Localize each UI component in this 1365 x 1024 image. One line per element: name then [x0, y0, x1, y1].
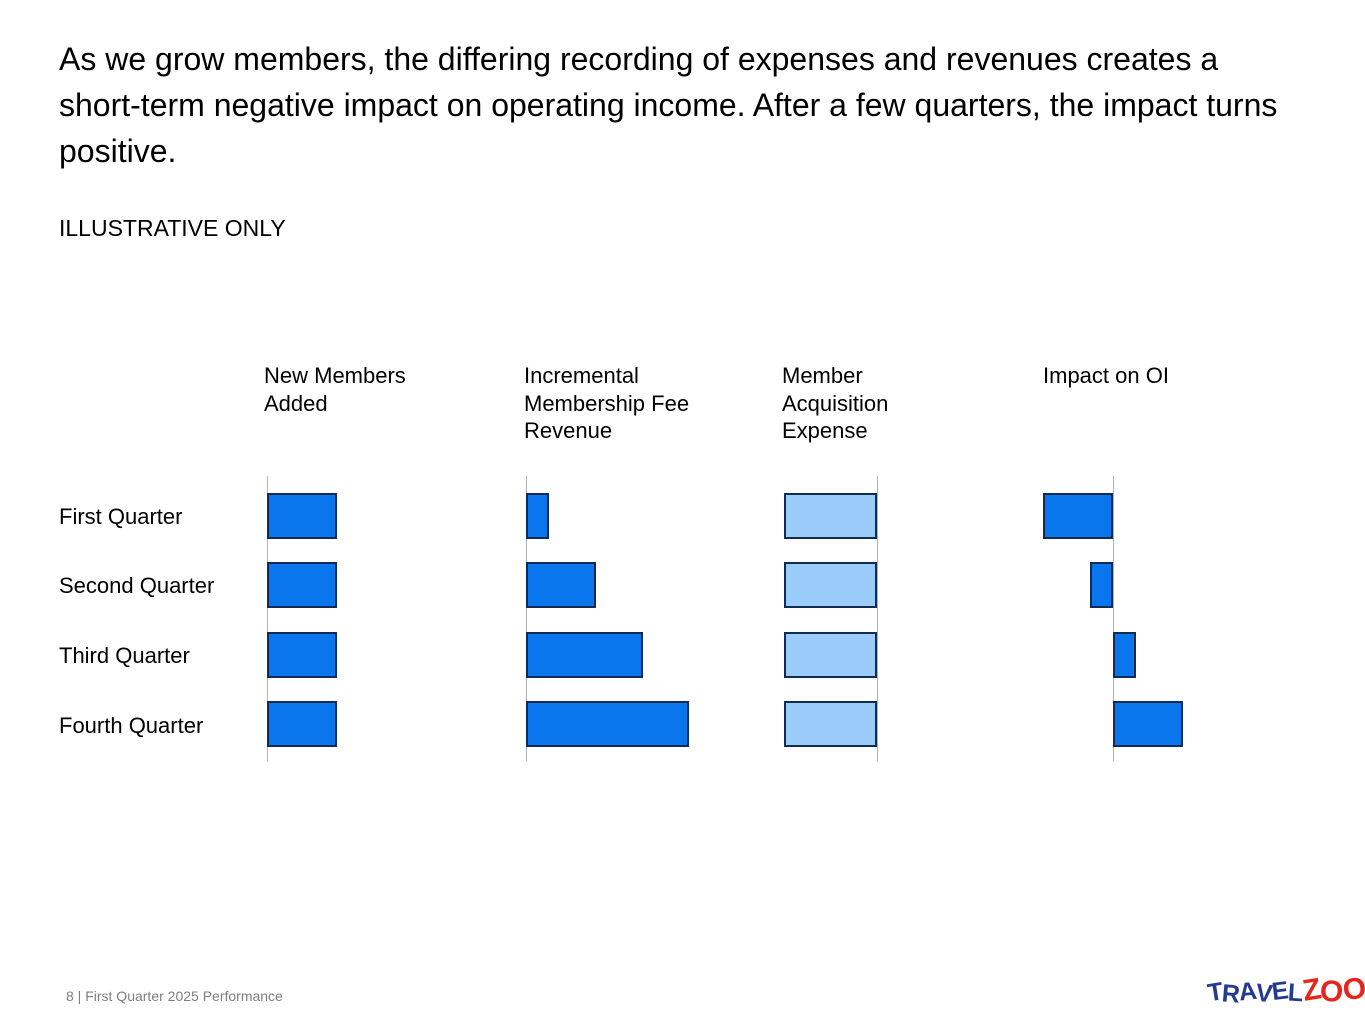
- bar: [1113, 631, 1137, 678]
- row-label-first-quarter: First Quarter: [59, 504, 183, 529]
- logo-zoo-text: ZOO: [1300, 971, 1365, 1010]
- bar: [1043, 493, 1113, 539]
- column-header-incremental-membership-fee-revenue: Incremental Membership Fee Revenue: [524, 363, 690, 443]
- bar: [267, 700, 337, 747]
- logo-travel-text: TRAVEL: [1205, 975, 1303, 1009]
- bar: [783, 700, 877, 747]
- bar: [267, 493, 337, 539]
- footer-page-label: 8 | First Quarter 2025 Performance: [66, 988, 283, 1004]
- bar: [526, 631, 643, 678]
- bar: [1113, 700, 1183, 747]
- axis-line: [1113, 476, 1114, 761]
- illustrative-only-label: ILLUSTRATIVE ONLY: [59, 215, 286, 241]
- bar: [267, 631, 337, 678]
- axis-line: [877, 476, 878, 761]
- axis-line: [526, 476, 527, 761]
- bar: [783, 493, 877, 539]
- bar: [783, 562, 877, 609]
- bar: [783, 631, 877, 678]
- axis-line: [267, 476, 268, 761]
- column-header-impact-on-oi: Impact on OI: [1043, 363, 1169, 388]
- row-label-third-quarter: Third Quarter: [59, 643, 190, 668]
- row-label-fourth-quarter: Fourth Quarter: [59, 713, 204, 738]
- bar: [526, 700, 690, 747]
- bar: [526, 562, 596, 609]
- column-header-new-members-added: New Members Added: [264, 363, 406, 416]
- bar: [1089, 562, 1113, 609]
- page-title: As we grow members, the differing record…: [59, 41, 1278, 169]
- row-label-second-quarter: Second Quarter: [59, 573, 215, 598]
- bar: [526, 493, 550, 539]
- column-header-member-acquisition-expense: Member Acquisition Expense: [782, 363, 889, 443]
- bar: [267, 562, 337, 609]
